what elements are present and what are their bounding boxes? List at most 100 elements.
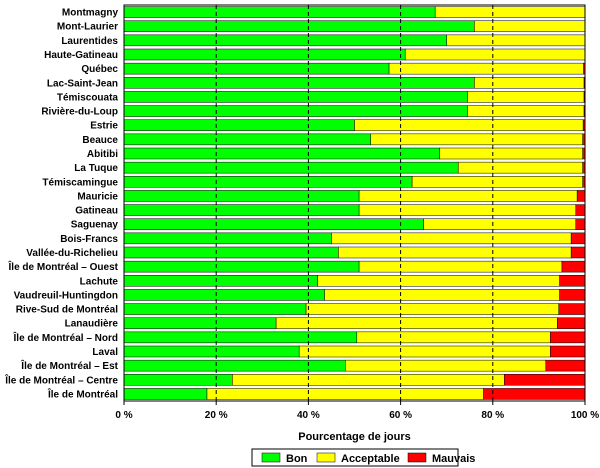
x-tick-label: 0 % bbox=[115, 410, 132, 421]
category-label: Abitibi bbox=[87, 149, 118, 160]
category-label: Île de Montréal – Est bbox=[20, 359, 118, 372]
bar-mauvais-18 bbox=[561, 260, 586, 273]
bar-acceptable-0 bbox=[434, 6, 586, 18]
bar-acceptable-21 bbox=[305, 303, 559, 315]
category-label: Lac-Saint-Jean bbox=[47, 78, 118, 89]
bar-acceptable-10 bbox=[439, 147, 583, 160]
bar-bon-9 bbox=[123, 133, 371, 146]
bar-mauvais-25 bbox=[545, 359, 586, 372]
bar-mauvais-15 bbox=[575, 218, 586, 230]
bar-bon-19 bbox=[123, 275, 318, 287]
category-label: Île de Montréal – Centre bbox=[4, 373, 118, 386]
bar-mauvais-20 bbox=[559, 289, 586, 301]
legend-box bbox=[251, 448, 459, 467]
bar-bon-23 bbox=[123, 331, 358, 344]
bar-bon-8 bbox=[123, 119, 355, 131]
bar-acceptable-15 bbox=[423, 218, 577, 230]
bar-bon-12 bbox=[123, 176, 413, 188]
bar-bon-7 bbox=[123, 105, 468, 117]
bar-acceptable-3 bbox=[404, 48, 586, 61]
bar-bon-2 bbox=[123, 34, 447, 47]
category-label: Lanaudière bbox=[65, 319, 119, 330]
bar-acceptable-2 bbox=[446, 34, 586, 47]
legend-swatch-bon bbox=[261, 452, 281, 463]
bar-bon-17 bbox=[123, 246, 339, 259]
bar-acceptable-24 bbox=[298, 345, 551, 358]
category-label: Témiscouata bbox=[57, 92, 119, 103]
bar-acceptable-16 bbox=[331, 232, 572, 245]
bar-mauvais-17 bbox=[570, 246, 586, 259]
bar-acceptable-19 bbox=[317, 275, 560, 287]
bar-acceptable-18 bbox=[358, 260, 563, 273]
category-label: Lachute bbox=[80, 276, 119, 287]
bar-acceptable-12 bbox=[411, 176, 583, 188]
x-axis-title: Pourcentage de jours bbox=[298, 431, 410, 443]
category-label: Île de Montréal – Nord bbox=[13, 331, 118, 344]
bar-bon-1 bbox=[123, 20, 475, 32]
category-label: Gatineau bbox=[75, 206, 118, 217]
bar-acceptable-22 bbox=[275, 317, 558, 329]
bar-bon-14 bbox=[123, 204, 360, 216]
category-label: Témiscamingue bbox=[42, 177, 118, 188]
bar-mauvais-22 bbox=[557, 317, 586, 329]
x-tick-labels: 0 % 20 % 40 % 60 % 80 % 100 % bbox=[115, 401, 599, 421]
bar-bon-24 bbox=[123, 345, 300, 358]
bar-acceptable-20 bbox=[324, 289, 560, 301]
category-label: Rivière-du-Loup bbox=[41, 107, 118, 118]
bar-acceptable-25 bbox=[345, 359, 547, 372]
category-label: Québec bbox=[81, 64, 118, 75]
category-label: Laval bbox=[92, 347, 118, 358]
x-tick-label: 100 % bbox=[571, 410, 599, 421]
bar-acceptable-9 bbox=[370, 133, 583, 146]
bar-acceptable-5 bbox=[474, 77, 585, 89]
category-label: Beauce bbox=[82, 135, 118, 146]
bar-bon-11 bbox=[123, 161, 459, 174]
x-tick-label: 40 % bbox=[297, 410, 320, 421]
bar-acceptable-1 bbox=[474, 20, 586, 32]
bar-acceptable-8 bbox=[354, 119, 584, 131]
legend-swatch-mauvais bbox=[407, 452, 427, 463]
category-label: Île de Montréal – Ouest bbox=[8, 260, 119, 273]
x-tick-label: 60 % bbox=[389, 410, 412, 421]
category-label: Estrie bbox=[90, 121, 118, 132]
category-label: Vaudreuil-Huntingdon bbox=[14, 290, 118, 301]
grid-lines bbox=[215, 5, 494, 401]
bar-mauvais-21 bbox=[558, 303, 586, 315]
category-label: Laurentides bbox=[61, 36, 118, 47]
bar-bon-13 bbox=[123, 190, 360, 202]
bar-bon-3 bbox=[123, 48, 406, 61]
bar-mauvais-24 bbox=[550, 345, 586, 358]
bar-bon-27 bbox=[123, 388, 208, 400]
legend-label-mauvais: Mauvais bbox=[432, 453, 475, 465]
category-label: Haute-Gatineau bbox=[44, 50, 118, 61]
bar-mauvais-13 bbox=[576, 190, 586, 202]
bar-bon-4 bbox=[123, 62, 390, 75]
bar-acceptable-14 bbox=[358, 204, 577, 216]
category-labels: Montmagny Mont-Laurier Laurentides Haute-Ga… bbox=[4, 8, 118, 401]
bar-bon-20 bbox=[123, 289, 325, 301]
bar-bon-18 bbox=[123, 260, 360, 273]
bar-bon-10 bbox=[123, 147, 441, 160]
category-label: Vallée-du-Richelieu bbox=[26, 248, 118, 259]
category-label: Mauricie bbox=[77, 191, 118, 202]
bar-mauvais-19 bbox=[559, 275, 586, 287]
bar-bon-6 bbox=[123, 91, 468, 103]
bar-acceptable-23 bbox=[356, 331, 551, 344]
x-tick-label: 80 % bbox=[481, 410, 504, 421]
bar-bon-0 bbox=[123, 6, 436, 18]
bar-acceptable-6 bbox=[467, 91, 585, 103]
bar-acceptable-13 bbox=[358, 190, 578, 202]
plot-frame bbox=[123, 4, 586, 402]
bar-bon-16 bbox=[123, 232, 332, 245]
category-label: Saguenay bbox=[71, 220, 119, 231]
category-label: Île de Montréal bbox=[47, 387, 118, 400]
bar-bon-21 bbox=[123, 303, 307, 315]
x-tick-label: 20 % bbox=[205, 410, 228, 421]
bar-acceptable-17 bbox=[338, 246, 572, 259]
bar-mauvais-14 bbox=[575, 204, 586, 216]
bar-acceptable-11 bbox=[457, 161, 583, 174]
bars bbox=[123, 6, 586, 400]
bar-mauvais-26 bbox=[504, 374, 586, 386]
bar-mauvais-27 bbox=[483, 388, 586, 400]
